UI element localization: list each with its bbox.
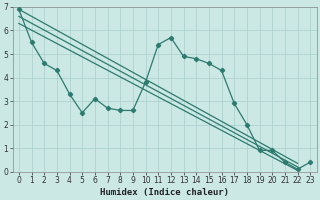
X-axis label: Humidex (Indice chaleur): Humidex (Indice chaleur): [100, 188, 229, 197]
